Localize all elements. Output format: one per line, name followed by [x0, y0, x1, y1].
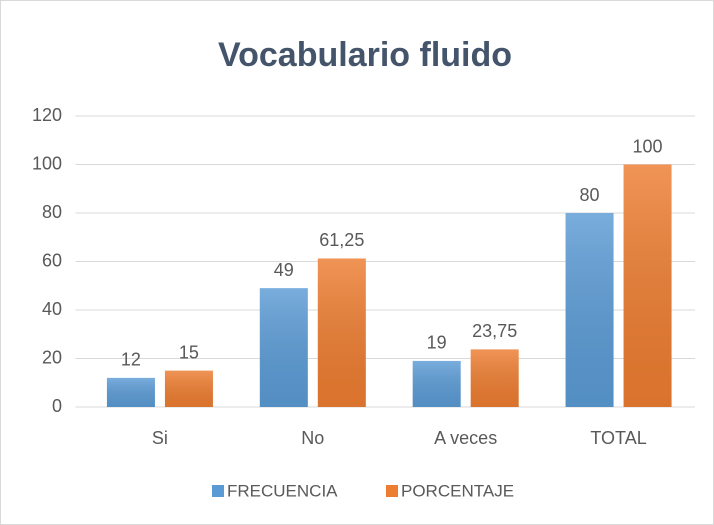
data-label: 80: [580, 185, 600, 205]
bar-shading: [565, 213, 614, 407]
x-tick-label: TOTAL: [590, 428, 646, 448]
x-tick-label: Si: [152, 428, 168, 448]
y-tick-label: 40: [42, 299, 62, 319]
legend-label: FRECUENCIA: [227, 481, 338, 500]
y-tick-label: 100: [32, 153, 62, 173]
y-tick-label: 0: [52, 396, 62, 416]
x-tick-label: No: [301, 428, 324, 448]
legend-swatch: [386, 485, 398, 497]
y-tick-label: 80: [42, 202, 62, 222]
y-tick-label: 120: [32, 105, 62, 125]
bar-shading: [164, 370, 213, 407]
chart-title: Vocabulario fluido: [218, 36, 512, 74]
bar-shading: [106, 377, 155, 407]
data-label: 49: [274, 260, 294, 280]
bar-shading: [470, 349, 519, 407]
data-label: 23,75: [472, 321, 517, 341]
data-label: 100: [633, 136, 663, 156]
data-label: 15: [179, 342, 199, 362]
bar-shading: [317, 258, 366, 407]
x-tick-label: A veces: [434, 428, 497, 448]
bar-shading: [412, 360, 461, 407]
data-label: 12: [121, 350, 141, 370]
data-label: 61,25: [319, 230, 364, 250]
bar-shading: [259, 288, 308, 407]
bar-shading: [623, 164, 672, 407]
legend-swatch: [212, 485, 224, 497]
legend-label: PORCENTAJE: [401, 481, 514, 500]
y-tick-label: 60: [42, 250, 62, 270]
data-label: 19: [427, 333, 447, 353]
y-tick-label: 20: [42, 347, 62, 367]
